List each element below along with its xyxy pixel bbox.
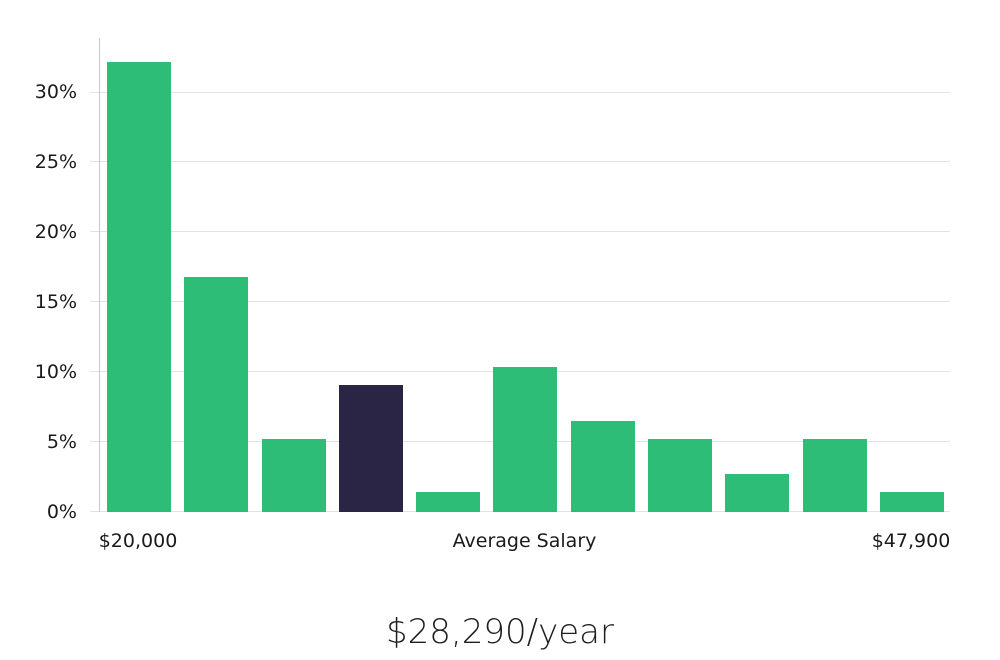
y-axis-line bbox=[99, 38, 100, 512]
x-axis-label-center: Average Salary bbox=[452, 530, 597, 552]
bar-8 bbox=[725, 474, 790, 512]
bar-2 bbox=[261, 439, 326, 512]
y-tick-label-5%: 5% bbox=[46, 430, 77, 453]
y-tick-label-0%: 0% bbox=[46, 500, 77, 523]
y-tick-label-20%: 20% bbox=[34, 220, 77, 243]
plot-area: 0% 5% 10% 15% 20% 25% 30% bbox=[35, 38, 950, 523]
gridline-30%: 30% bbox=[35, 81, 950, 103]
gridline-15%: 15% bbox=[35, 291, 950, 313]
bar-0 bbox=[107, 61, 171, 512]
bar-4 bbox=[416, 492, 481, 512]
bar-1 bbox=[184, 277, 249, 512]
x-axis-label-first-bar: $20,000 bbox=[98, 530, 178, 552]
average-salary-title: $28,290/year bbox=[386, 612, 614, 652]
bar-7 bbox=[648, 439, 713, 512]
gridline-25%: 25% bbox=[35, 151, 950, 173]
bar-highlighted-average bbox=[338, 384, 403, 512]
x-axis-labels: $20,000 Average Salary $47,900 bbox=[98, 529, 951, 555]
bar-6 bbox=[570, 421, 635, 512]
y-tick-label-15%: 15% bbox=[34, 290, 77, 313]
bars-row bbox=[100, 38, 950, 512]
bar-5 bbox=[493, 366, 558, 512]
gridline-20%: 20% bbox=[35, 221, 950, 243]
y-tick-label-30%: 30% bbox=[34, 81, 77, 104]
bar-9 bbox=[802, 439, 867, 512]
y-tick-label-25%: 25% bbox=[34, 150, 77, 173]
bar-10 bbox=[879, 492, 944, 512]
y-tick-label-10%: 10% bbox=[34, 360, 77, 383]
x-axis-label-last-bar: $47,900 bbox=[871, 530, 951, 552]
